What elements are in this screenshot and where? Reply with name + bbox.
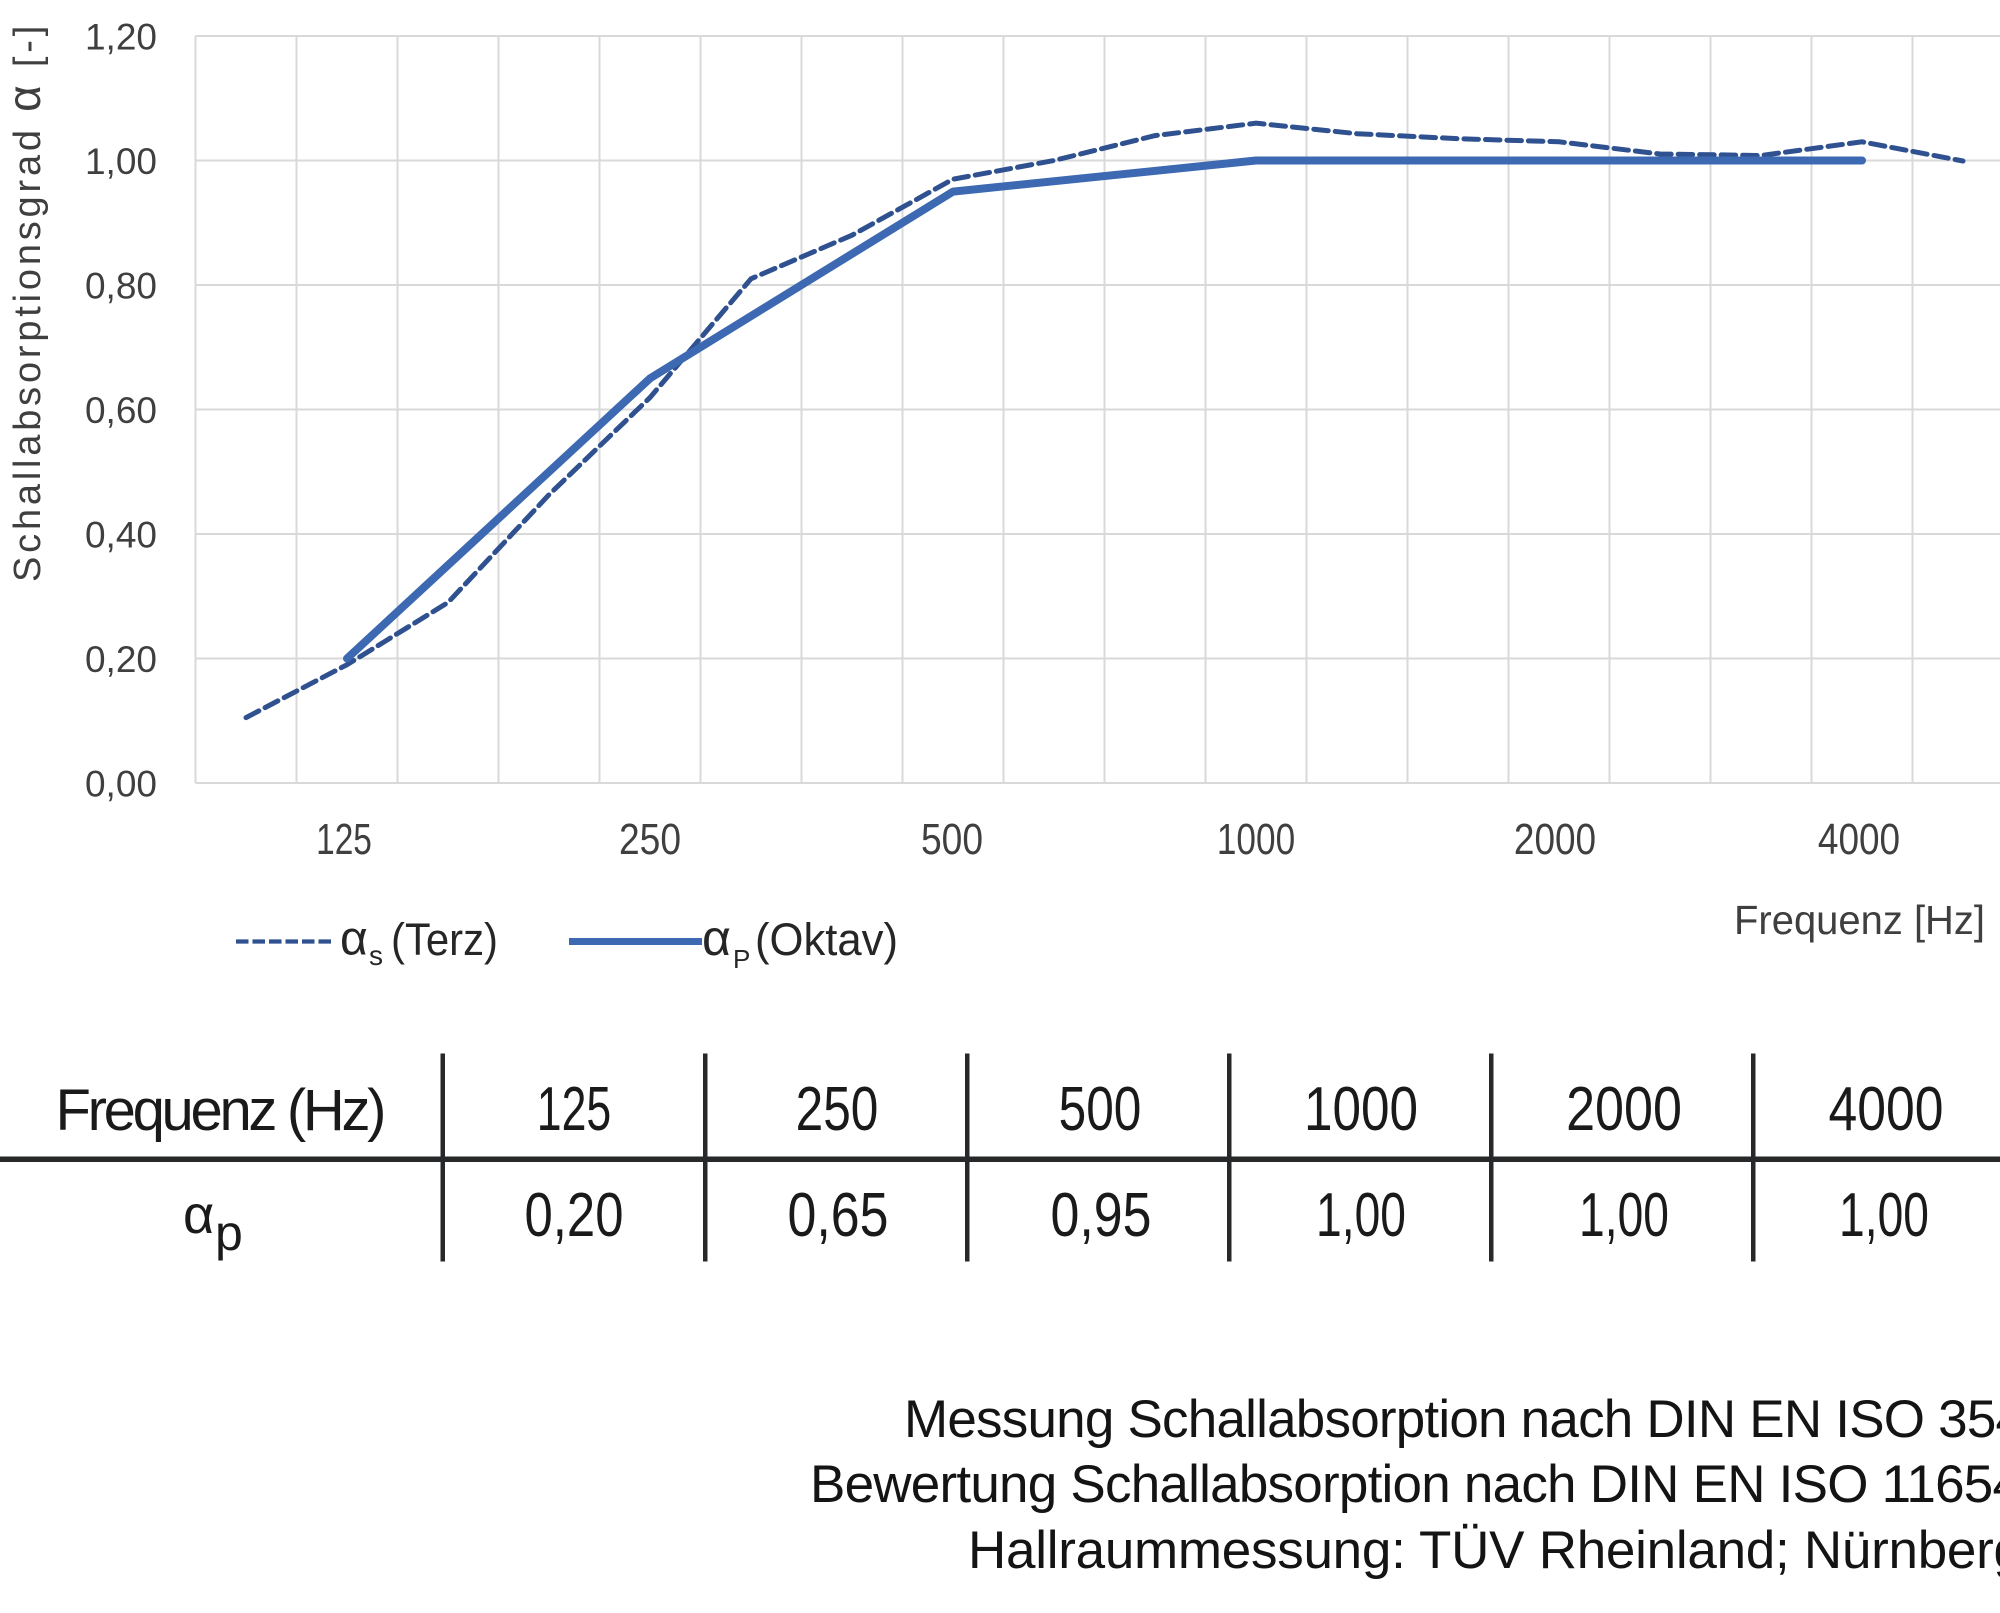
svg-text:500: 500 xyxy=(921,814,983,864)
svg-text:0,60: 0,60 xyxy=(85,390,157,431)
svg-text:1000: 1000 xyxy=(1304,1074,1418,1144)
svg-text:p: p xyxy=(215,1205,243,1261)
svg-text:0,40: 0,40 xyxy=(85,515,157,556)
svg-text:Hallraummessung: TÜV Rheinland: Hallraummessung: TÜV Rheinland; Nürnberg xyxy=(968,1521,2000,1580)
svg-text:α: α xyxy=(702,910,731,966)
svg-text:1,00: 1,00 xyxy=(1579,1180,1669,1249)
svg-text:1,00: 1,00 xyxy=(85,141,157,182)
svg-text:2000: 2000 xyxy=(1566,1075,1682,1144)
svg-text:α: α xyxy=(340,913,368,966)
svg-text:α: α xyxy=(183,1185,214,1245)
svg-text:0,20: 0,20 xyxy=(85,639,157,680)
svg-text:125: 125 xyxy=(537,1075,611,1144)
svg-text:P: P xyxy=(733,944,750,974)
svg-text:1,00: 1,00 xyxy=(1839,1180,1929,1249)
svg-text:Messung Schallabsorption nach: Messung Schallabsorption nach DIN EN ISO… xyxy=(904,1390,2000,1449)
svg-text:250: 250 xyxy=(619,814,681,864)
svg-text:Frequenz (Hz): Frequenz (Hz) xyxy=(56,1078,387,1143)
svg-text:(Oktav): (Oktav) xyxy=(755,914,898,965)
svg-text:(Terz): (Terz) xyxy=(391,914,498,965)
svg-text:500: 500 xyxy=(1059,1074,1142,1144)
svg-text:Bewertung Schallabsorption nac: Bewertung Schallabsorption nach DIN EN I… xyxy=(810,1455,2000,1514)
svg-text:s: s xyxy=(369,940,383,971)
svg-text:Schallabsorptionsgrad α [-]: Schallabsorptionsgrad α [-] xyxy=(0,22,50,582)
svg-text:0,95: 0,95 xyxy=(1051,1181,1152,1250)
svg-text:Frequenz [Hz]: Frequenz [Hz] xyxy=(1734,897,1985,943)
svg-text:1,00: 1,00 xyxy=(1316,1180,1406,1249)
svg-text:0,65: 0,65 xyxy=(788,1181,889,1250)
svg-text:0,80: 0,80 xyxy=(85,266,157,307)
svg-text:1,20: 1,20 xyxy=(85,17,157,58)
svg-text:250: 250 xyxy=(796,1074,879,1144)
svg-text:2000: 2000 xyxy=(1514,814,1596,864)
svg-text:125: 125 xyxy=(316,816,372,864)
svg-text:4000: 4000 xyxy=(1828,1075,1943,1145)
svg-text:0,00: 0,00 xyxy=(85,764,157,805)
svg-text:1000: 1000 xyxy=(1217,815,1295,864)
svg-text:4000: 4000 xyxy=(1818,814,1900,864)
svg-text:0,20: 0,20 xyxy=(525,1181,624,1250)
